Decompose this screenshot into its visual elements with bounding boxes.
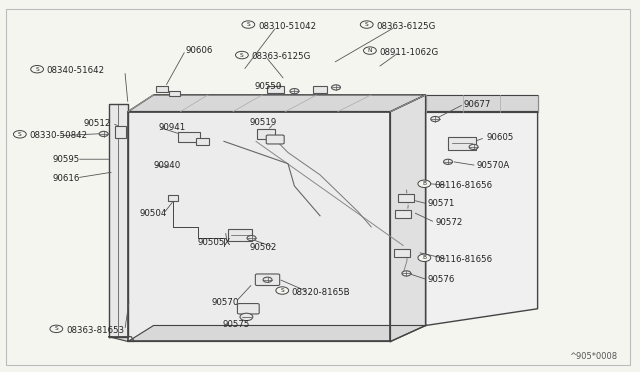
Text: 90519: 90519 (250, 118, 277, 127)
Bar (115, 126, 126, 138)
Circle shape (247, 235, 256, 241)
Circle shape (263, 277, 272, 282)
Text: ^905*0008: ^905*0008 (570, 352, 618, 361)
Text: 08911-1062G: 08911-1062G (380, 48, 439, 57)
Text: 90505X: 90505X (197, 238, 230, 247)
Polygon shape (109, 337, 134, 341)
Text: 90575: 90575 (223, 320, 250, 329)
Text: 08310-51042: 08310-51042 (258, 22, 316, 31)
Text: 90595: 90595 (52, 155, 80, 164)
Text: 90576: 90576 (428, 275, 455, 284)
Text: 08340-51642: 08340-51642 (47, 66, 105, 75)
Bar (267, 86, 284, 93)
Bar (169, 91, 180, 96)
Text: 08363-81653: 08363-81653 (66, 326, 124, 335)
Bar (396, 210, 412, 218)
Bar (313, 86, 327, 93)
FancyBboxPatch shape (448, 137, 476, 150)
Circle shape (469, 144, 478, 150)
Circle shape (418, 180, 431, 187)
Text: 90940: 90940 (154, 161, 181, 170)
Circle shape (13, 131, 26, 138)
Polygon shape (109, 104, 128, 337)
FancyBboxPatch shape (237, 304, 259, 314)
Polygon shape (426, 95, 538, 112)
Polygon shape (390, 95, 426, 341)
Text: 90677: 90677 (464, 100, 492, 109)
Text: S: S (246, 22, 250, 27)
Bar (196, 138, 209, 145)
Bar (177, 132, 200, 142)
Text: 90502: 90502 (250, 243, 277, 252)
Text: B: B (422, 181, 426, 186)
Text: 90941: 90941 (159, 123, 186, 132)
Circle shape (31, 65, 44, 73)
Text: 90571: 90571 (428, 199, 455, 208)
Circle shape (332, 85, 340, 90)
FancyBboxPatch shape (255, 274, 280, 286)
Circle shape (276, 287, 289, 294)
Polygon shape (426, 112, 538, 326)
Bar (398, 194, 415, 202)
Text: 90605: 90605 (486, 133, 514, 142)
Circle shape (360, 21, 373, 28)
Circle shape (418, 254, 431, 262)
Text: 90570A: 90570A (477, 161, 510, 170)
Circle shape (240, 313, 253, 321)
Circle shape (99, 131, 108, 137)
Text: S: S (240, 52, 244, 58)
Circle shape (50, 325, 63, 333)
Text: 90570: 90570 (211, 298, 239, 307)
Polygon shape (128, 326, 426, 341)
Text: 90550: 90550 (255, 82, 282, 91)
Circle shape (444, 159, 452, 164)
Circle shape (431, 116, 440, 122)
Text: S: S (54, 326, 58, 331)
Text: S: S (365, 22, 369, 27)
Text: S: S (35, 67, 39, 72)
Circle shape (290, 89, 299, 94)
Text: N: N (367, 48, 372, 53)
Text: S: S (280, 288, 284, 293)
Circle shape (364, 47, 376, 54)
Text: 08363-6125G: 08363-6125G (376, 22, 436, 31)
Text: 90616: 90616 (52, 174, 80, 183)
Circle shape (236, 51, 248, 59)
Text: 90572: 90572 (435, 218, 463, 227)
Text: 08330-50842: 08330-50842 (29, 131, 88, 140)
Polygon shape (128, 95, 426, 112)
Text: 90512: 90512 (83, 119, 111, 128)
Bar (168, 195, 178, 201)
Circle shape (402, 271, 411, 276)
Text: 08116-81656: 08116-81656 (434, 255, 492, 264)
Text: 08320-8165B: 08320-8165B (292, 288, 351, 296)
Text: S: S (18, 132, 22, 137)
FancyBboxPatch shape (266, 135, 284, 144)
Text: 90606: 90606 (186, 46, 213, 55)
Text: 08116-81656: 08116-81656 (434, 181, 492, 190)
Circle shape (242, 21, 255, 28)
Bar (257, 129, 275, 138)
Polygon shape (128, 112, 390, 341)
Bar (156, 86, 168, 92)
Text: 08363-6125G: 08363-6125G (252, 52, 311, 61)
Bar (394, 249, 410, 257)
FancyBboxPatch shape (228, 229, 252, 241)
Text: 90504: 90504 (140, 209, 167, 218)
Text: B: B (422, 255, 426, 260)
